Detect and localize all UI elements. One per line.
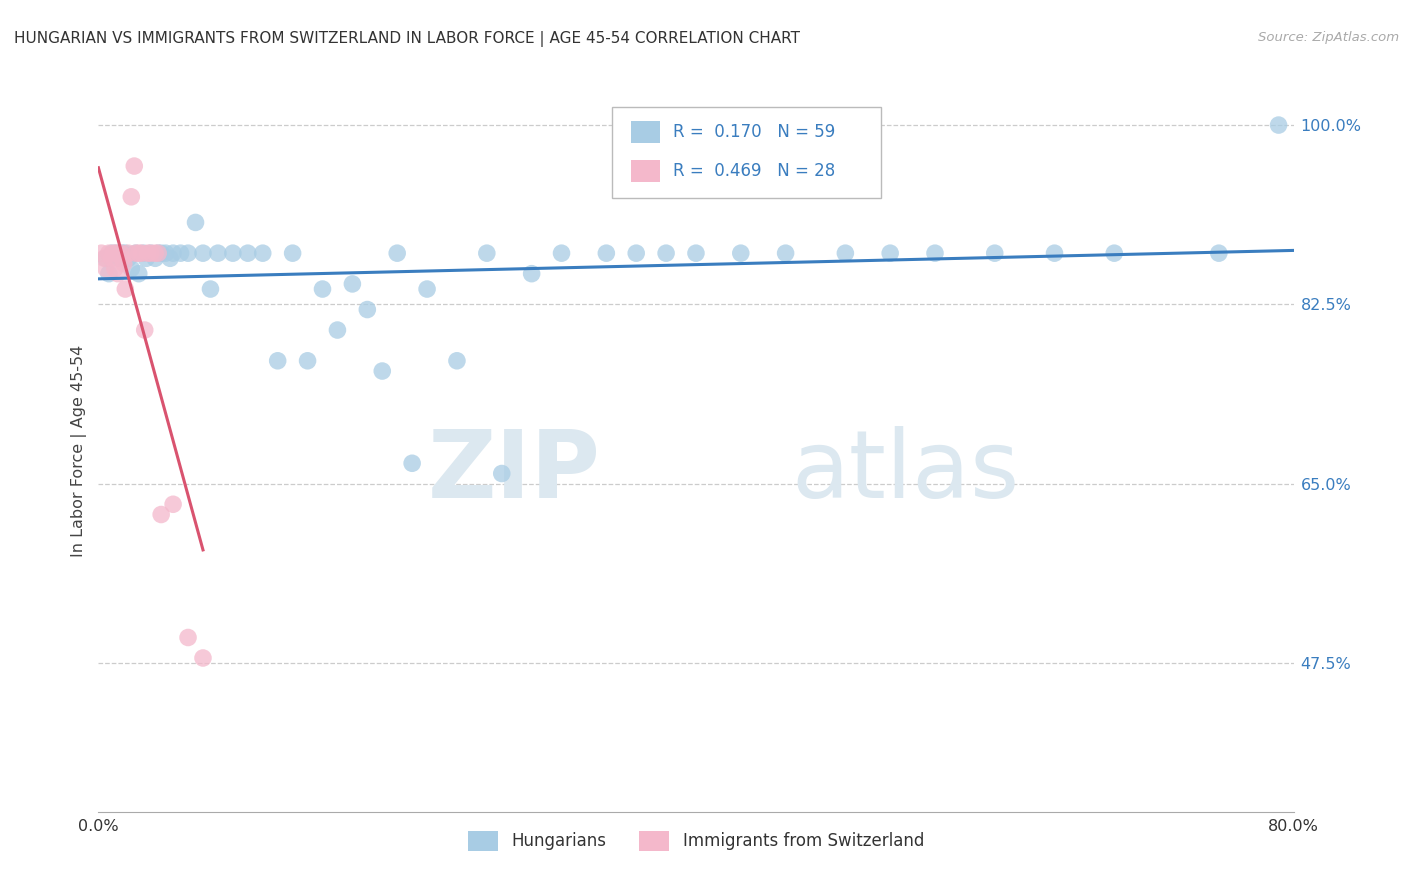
- Point: [124, 159, 146, 173]
- Point: [200, 282, 222, 296]
- Point: [184, 215, 207, 229]
- Point: [107, 267, 129, 281]
- Point: [491, 467, 513, 481]
- Point: [112, 256, 135, 270]
- Point: [132, 246, 155, 260]
- FancyBboxPatch shape: [631, 160, 661, 182]
- Point: [924, 246, 946, 260]
- Point: [416, 282, 439, 296]
- Point: [105, 246, 128, 260]
- Point: [97, 267, 120, 281]
- Point: [131, 246, 153, 260]
- Point: [162, 246, 184, 260]
- Point: [385, 246, 409, 260]
- Point: [150, 508, 173, 522]
- Point: [401, 456, 423, 470]
- Point: [475, 246, 498, 260]
- Point: [143, 246, 166, 260]
- Point: [371, 364, 394, 378]
- Point: [342, 277, 364, 291]
- Point: [775, 246, 797, 260]
- Point: [655, 246, 678, 260]
- Point: [139, 246, 162, 260]
- Point: [626, 246, 648, 260]
- Point: [97, 246, 120, 260]
- Point: [90, 246, 112, 260]
- Point: [730, 246, 752, 260]
- Point: [155, 246, 177, 260]
- Point: [125, 246, 148, 260]
- Point: [150, 246, 173, 260]
- Point: [177, 246, 200, 260]
- Point: [1208, 246, 1230, 260]
- Point: [177, 631, 200, 645]
- Point: [520, 267, 543, 281]
- Text: HUNGARIAN VS IMMIGRANTS FROM SWITZERLAND IN LABOR FORCE | AGE 45-54 CORRELATION : HUNGARIAN VS IMMIGRANTS FROM SWITZERLAND…: [14, 31, 800, 47]
- Text: atlas: atlas: [792, 426, 1019, 518]
- Point: [159, 252, 181, 266]
- Point: [162, 497, 184, 511]
- Point: [128, 246, 150, 260]
- Point: [879, 246, 901, 260]
- Point: [148, 246, 170, 260]
- Point: [326, 323, 349, 337]
- Point: [104, 261, 127, 276]
- Point: [134, 323, 156, 337]
- Point: [101, 246, 124, 260]
- Legend: Hungarians, Immigrants from Switzerland: Hungarians, Immigrants from Switzerland: [461, 824, 931, 857]
- Point: [311, 282, 333, 296]
- Point: [125, 246, 148, 260]
- Y-axis label: In Labor Force | Age 45-54: In Labor Force | Age 45-54: [72, 344, 87, 557]
- Point: [139, 246, 162, 260]
- FancyBboxPatch shape: [631, 121, 661, 143]
- Point: [222, 246, 245, 260]
- Point: [191, 246, 214, 260]
- Point: [135, 252, 157, 266]
- Point: [105, 246, 128, 260]
- Point: [252, 246, 274, 260]
- Point: [143, 252, 166, 266]
- Text: R =  0.170   N = 59: R = 0.170 N = 59: [673, 123, 835, 141]
- Point: [1267, 118, 1289, 132]
- Point: [685, 246, 707, 260]
- Point: [114, 246, 136, 260]
- Point: [356, 302, 378, 317]
- Point: [111, 252, 134, 266]
- Point: [103, 246, 125, 260]
- Point: [120, 190, 142, 204]
- Point: [191, 651, 214, 665]
- Point: [267, 353, 290, 368]
- Point: [110, 246, 132, 260]
- Point: [236, 246, 259, 260]
- Point: [108, 252, 131, 266]
- Point: [93, 252, 115, 266]
- Point: [297, 353, 319, 368]
- Point: [595, 246, 617, 260]
- Point: [136, 246, 159, 260]
- Point: [207, 246, 229, 260]
- Point: [117, 252, 139, 266]
- Point: [94, 261, 117, 276]
- Point: [169, 246, 191, 260]
- Text: R =  0.469   N = 28: R = 0.469 N = 28: [673, 161, 835, 180]
- Point: [120, 261, 142, 276]
- Point: [984, 246, 1007, 260]
- Point: [94, 252, 117, 266]
- Point: [117, 246, 139, 260]
- Point: [114, 282, 136, 296]
- Point: [148, 246, 170, 260]
- Text: ZIP: ZIP: [427, 426, 600, 518]
- Text: Source: ZipAtlas.com: Source: ZipAtlas.com: [1258, 31, 1399, 45]
- Point: [128, 267, 150, 281]
- Point: [550, 246, 572, 260]
- Point: [1043, 246, 1066, 260]
- Point: [111, 246, 134, 260]
- Point: [1104, 246, 1126, 260]
- Point: [101, 252, 124, 266]
- FancyBboxPatch shape: [613, 107, 882, 198]
- Point: [446, 353, 468, 368]
- Point: [834, 246, 856, 260]
- Point: [281, 246, 304, 260]
